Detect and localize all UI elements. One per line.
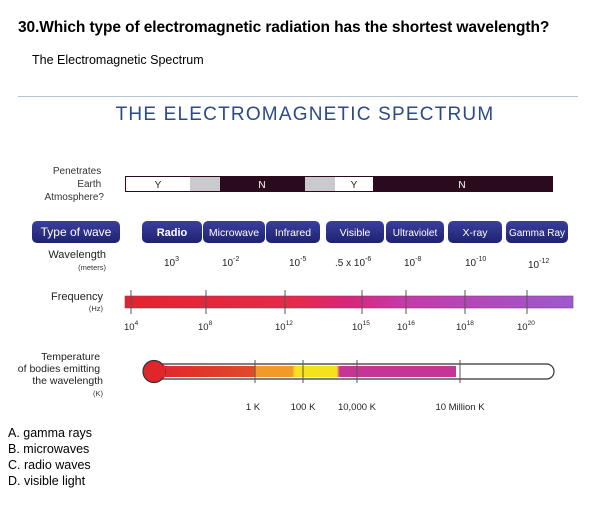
temperature-100k: 100 K (291, 402, 316, 413)
wavelength-unit: (meters) (78, 263, 106, 272)
frequency-label: Frequency (51, 291, 103, 303)
penetration-flag-radio: Y (155, 180, 162, 191)
temperature-10-million-k: 10 Million K (435, 402, 485, 413)
wave-ultraviolet: Ultraviolet (393, 228, 438, 239)
choice-c[interactable]: C. radio waves (8, 458, 91, 472)
temperature-values: 1 K 100 K 10,000 K 10 Million K (246, 402, 485, 413)
penetration-flag-visible: Y (351, 180, 358, 191)
wavelength-xray: 10-10 (465, 256, 486, 269)
wave-xray: X-ray (462, 227, 488, 239)
wavelength-visible: .5 x 10-6 (335, 256, 371, 269)
temperature-unit: (K) (93, 389, 104, 398)
frequency-tick-1: 104 (124, 320, 139, 333)
divider (18, 96, 578, 97)
wave-radio: Radio (157, 227, 188, 239)
wave-gamma-ray: Gamma Ray (509, 228, 565, 239)
penetration-bar: Y N Y N (125, 176, 553, 192)
penetration-flag-high-energy: N (458, 180, 465, 191)
wave-infrared: Infrared (275, 227, 311, 239)
frequency-values: 104 108 1012 1015 1016 1018 1020 (124, 320, 535, 333)
wave-microwave: Microwave (209, 227, 259, 239)
thermometer (142, 359, 555, 384)
wavelength-radio: 103 (164, 256, 179, 269)
question-text: 30.Which type of electromagnetic radiati… (18, 19, 550, 36)
frequency-tick-7: 1020 (517, 320, 535, 333)
figure-title: THE ELECTROMAGNETIC SPECTRUM (116, 104, 495, 125)
temperature-10000k: 10,000 K (338, 402, 377, 413)
wavelength-label: Wavelength (48, 249, 106, 261)
frequency-unit: (Hz) (89, 304, 104, 313)
choice-b[interactable]: B. microwaves (8, 442, 90, 456)
answer-choices: A. gamma rays B. microwaves C. radio wav… (8, 425, 92, 489)
penetration-flag-microwave: N (258, 180, 265, 191)
wavelength-gamma-ray: 10-12 (528, 258, 549, 271)
frequency-tick-3: 1012 (275, 320, 293, 333)
frequency-bar (124, 290, 574, 314)
temperature-1k: 1 K (246, 402, 261, 413)
wavelength-values: 103 10-2 10-5 .5 x 10-6 10-8 10-10 10-12 (164, 256, 549, 271)
penetrates-label: Penetrates Earth Atmosphere? (45, 166, 105, 203)
frequency-tick-5: 1016 (397, 320, 415, 333)
wavelength-microwave: 10-2 (222, 256, 239, 269)
wavelength-ultraviolet: 10-8 (404, 256, 421, 269)
wavelength-infrared: 10-5 (289, 256, 306, 269)
frequency-tick-4: 1015 (352, 320, 370, 333)
wave-type-row: Type of wave Radio Microwave Infrared Vi… (32, 221, 568, 243)
choice-d[interactable]: D. visible light (8, 474, 86, 488)
choice-a[interactable]: A. gamma rays (8, 426, 93, 440)
frequency-tick-6: 1018 (456, 320, 474, 333)
frequency-tick-2: 108 (198, 320, 213, 333)
temperature-label: Temperature of bodies emitting the wavel… (18, 351, 103, 387)
type-of-wave-label: Type of wave (41, 225, 112, 239)
question-subtitle: The Electromagnetic Spectrum (32, 53, 204, 67)
wave-visible: Visible (340, 227, 371, 239)
